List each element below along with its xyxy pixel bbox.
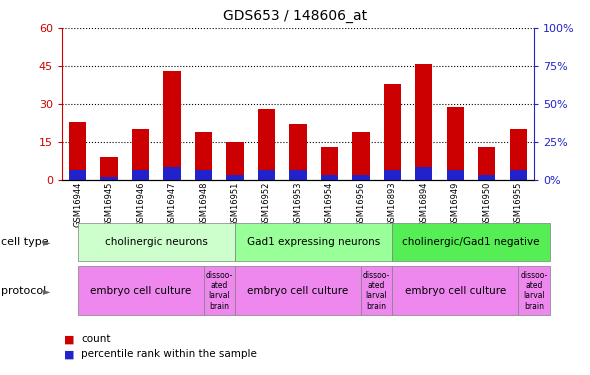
Text: GDS653 / 148606_at: GDS653 / 148606_at	[223, 9, 367, 23]
Text: ►: ►	[42, 286, 50, 296]
Text: embryo cell culture: embryo cell culture	[90, 286, 191, 296]
Bar	[510, 170, 527, 180]
Bar	[100, 157, 118, 180]
Bar	[258, 109, 275, 180]
Bar	[163, 167, 181, 180]
Bar	[415, 167, 432, 180]
Bar	[321, 147, 338, 180]
Bar	[392, 223, 550, 261]
Bar	[518, 266, 550, 315]
Bar	[227, 142, 244, 180]
Bar	[227, 175, 244, 180]
Bar	[352, 132, 369, 180]
Text: cholinergic neurons: cholinergic neurons	[105, 237, 208, 247]
Bar	[258, 170, 275, 180]
Text: protocol: protocol	[1, 286, 47, 296]
Bar	[132, 170, 149, 180]
Text: ■: ■	[64, 350, 74, 359]
Bar	[163, 71, 181, 180]
Text: cell type: cell type	[1, 237, 49, 247]
Bar	[384, 170, 401, 180]
Text: ►: ►	[42, 237, 50, 247]
Text: ■: ■	[64, 334, 74, 344]
Text: dissoo-
ated
larval
brain: dissoo- ated larval brain	[520, 270, 548, 311]
Bar	[447, 106, 464, 180]
Bar	[195, 132, 212, 180]
Bar	[235, 223, 392, 261]
Bar	[235, 266, 361, 315]
Bar	[69, 122, 86, 180]
Bar	[361, 266, 392, 315]
Bar	[447, 170, 464, 180]
Text: embryo cell culture: embryo cell culture	[247, 286, 349, 296]
Text: dissoo-
ated
larval
brain: dissoo- ated larval brain	[363, 270, 390, 311]
Bar	[78, 266, 204, 315]
Bar	[478, 147, 496, 180]
Bar	[510, 129, 527, 180]
Bar	[100, 177, 118, 180]
Bar	[478, 175, 496, 180]
Bar	[392, 266, 518, 315]
Text: embryo cell culture: embryo cell culture	[405, 286, 506, 296]
Text: dissoo-
ated
larval
brain: dissoo- ated larval brain	[206, 270, 233, 311]
Bar	[78, 223, 235, 261]
Bar	[289, 124, 307, 180]
Bar	[195, 170, 212, 180]
Bar	[69, 170, 86, 180]
Bar	[321, 175, 338, 180]
Text: Gad1 expressing neurons: Gad1 expressing neurons	[247, 237, 381, 247]
Bar	[352, 175, 369, 180]
Bar	[415, 63, 432, 180]
Text: percentile rank within the sample: percentile rank within the sample	[81, 350, 257, 359]
Bar	[384, 84, 401, 180]
Text: cholinergic/Gad1 negative: cholinergic/Gad1 negative	[402, 237, 540, 247]
Text: count: count	[81, 334, 111, 344]
Bar	[132, 129, 149, 180]
Bar	[289, 170, 307, 180]
Bar	[204, 266, 235, 315]
